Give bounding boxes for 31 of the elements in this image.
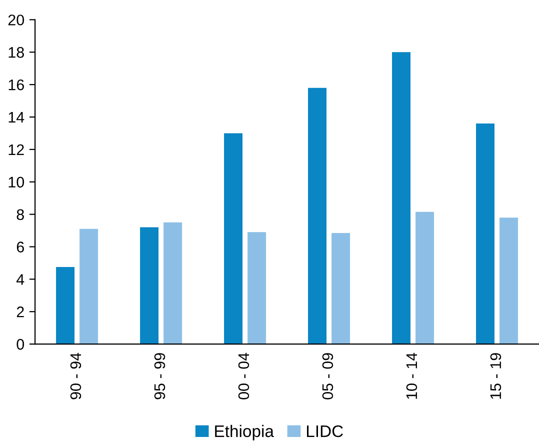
- y-tick-label: 18: [8, 47, 24, 58]
- legend-label: LIDC: [306, 425, 343, 438]
- x-tick-label: 90 - 94: [70, 352, 82, 400]
- y-tick-label: 10: [8, 176, 24, 188]
- x-tick-label: 05 - 09: [322, 353, 334, 400]
- bar: [140, 227, 159, 344]
- x-tick-label: 00 - 04: [238, 352, 250, 400]
- bar: [308, 88, 326, 344]
- bar: [500, 218, 518, 344]
- bar: [476, 124, 494, 344]
- x-tick-label: 15 - 19: [490, 353, 502, 399]
- y-tick-label: 6: [16, 242, 24, 252]
- y-tick-label: 20: [8, 14, 24, 26]
- y-tick-label: 14: [8, 112, 24, 123]
- x-tick-label: 10 - 14: [406, 352, 418, 399]
- y-tick-label: 8: [16, 209, 24, 220]
- y-tick-label: 4: [16, 274, 24, 285]
- y-tick-label: 16: [8, 79, 24, 90]
- bar: [224, 133, 242, 344]
- bar: [80, 228, 98, 344]
- y-tick-label: 2: [16, 306, 24, 318]
- bar: [248, 232, 266, 344]
- x-tick-label: 95 - 99: [154, 353, 166, 400]
- bar: [392, 52, 410, 344]
- y-tick-label: 12: [8, 144, 24, 155]
- bar: [56, 267, 75, 344]
- bar: [164, 222, 182, 344]
- bar: [416, 212, 434, 344]
- legend-label: Ethiopia: [215, 424, 274, 440]
- y-tick-label: 0: [16, 338, 24, 350]
- bar: [332, 232, 350, 344]
